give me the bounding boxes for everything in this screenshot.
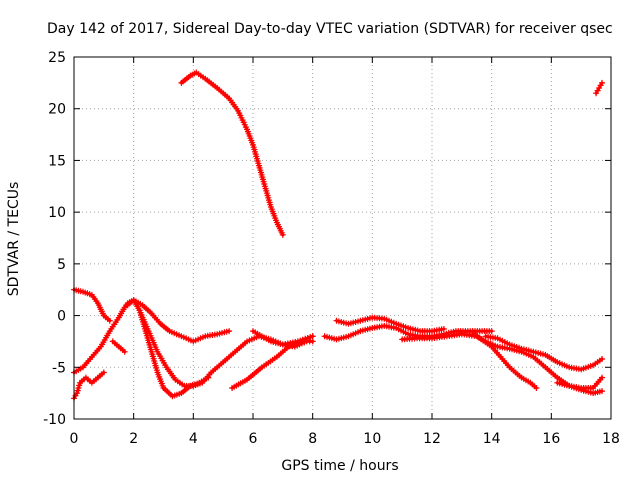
data-point [599,356,605,362]
series-track-1 [178,69,286,238]
x-tick-label: 8 [308,431,317,447]
data-point [309,338,316,345]
plot-series [71,69,605,402]
x-tick-label: 6 [249,431,258,447]
x-tick-label: 10 [363,431,381,447]
series-track-12 [333,314,447,335]
series-track-3 [71,286,113,324]
x-tick-label: 12 [423,431,441,447]
data-point [106,317,113,324]
data-point [100,369,107,376]
x-tick-label: 2 [129,431,138,447]
y-tick-label: 0 [57,309,66,325]
series-track-16 [554,374,605,391]
series-track-15 [482,333,605,373]
data-point [599,374,605,381]
x-tick-label: 0 [70,431,79,447]
data-point [599,388,605,395]
y-tick-label: 20 [48,102,66,118]
chart-title: Day 142 of 2017, Sidereal Day-to-day VTE… [47,21,613,37]
plot-frame [73,56,612,420]
data-point [440,326,447,332]
x-tick-label: 4 [189,431,198,447]
series-track-2 [593,79,605,97]
x-axis-label: GPS time / hours [281,458,398,474]
data-point [533,385,540,391]
y-tick-label: 25 [48,50,66,66]
data-point [226,328,233,335]
x-tick-label: 18 [602,431,620,447]
series-track-6 [109,338,128,355]
data-point [599,79,605,86]
y-axis-label: SDTVAR / TECUs [6,182,22,297]
y-tick-label: 10 [48,205,66,221]
y-tick-label: 5 [57,257,66,273]
y-tick-label: -5 [52,360,66,376]
data-point [488,328,495,335]
data-point [279,231,286,238]
data-point [121,348,128,355]
axes: 0 2 4 6 8 10 12 14 16 18 -10 -5 0 5 10 15 20 25 [43,50,620,447]
y-tick-label: 15 [48,153,66,169]
x-tick-label: 16 [542,431,560,447]
grid [74,57,611,419]
data-point [309,333,316,340]
series-track-10 [250,328,316,348]
x-tick-label: 14 [483,431,501,447]
y-tick-label: -10 [43,412,66,428]
